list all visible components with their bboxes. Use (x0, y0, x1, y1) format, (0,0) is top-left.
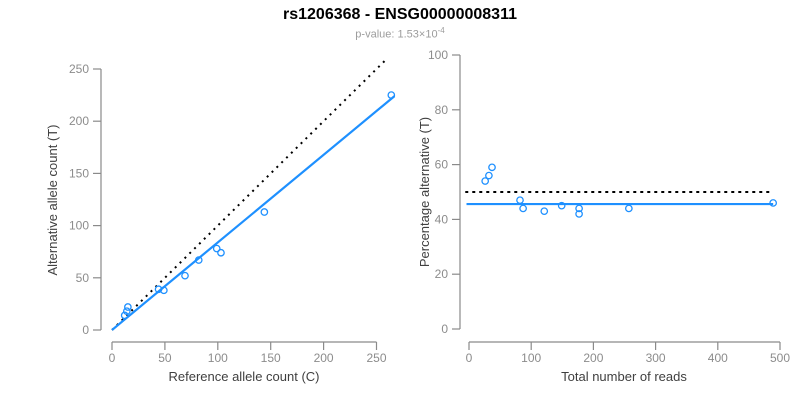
data-point (485, 171, 493, 180)
data-point (194, 256, 203, 264)
data-point (154, 285, 163, 294)
data-point (540, 207, 549, 216)
data-point (557, 201, 566, 210)
x-tick-label: 100 (521, 351, 541, 365)
x-tick-label: 0 (466, 351, 473, 365)
y-axis-title: Alternative allele count (T) (45, 124, 60, 275)
y-tick-label: 150 (69, 166, 89, 180)
data-point (519, 204, 527, 213)
x-tick-label: 100 (208, 351, 228, 365)
fitted-allelic-ratio-line (111, 95, 396, 331)
y-tick-label: 80 (435, 103, 449, 117)
x-tick-label: 200 (314, 351, 334, 365)
y-tick-label: 20 (435, 267, 449, 281)
y-tick-label: 60 (435, 158, 449, 172)
x-tick-label: 200 (583, 351, 603, 365)
data-point (159, 286, 168, 295)
x-tick-label: 400 (708, 351, 728, 365)
data-point (122, 307, 131, 316)
x-axis-title: Total number of reads (561, 369, 687, 384)
y-tick-label: 200 (69, 114, 89, 128)
pvalue-exponent: -4 (437, 26, 445, 35)
data-point (575, 210, 583, 218)
y-tick-label: 250 (69, 62, 89, 76)
y-tick-label: 40 (435, 212, 449, 226)
expected-1-to-1-line (111, 59, 386, 331)
y-tick-label: 0 (82, 323, 89, 337)
data-point (124, 303, 132, 311)
y-tick-label: 50 (76, 271, 90, 285)
data-point (217, 248, 225, 257)
data-point (625, 204, 633, 213)
plot-title: rs1206368 - ENSG00000008311 (283, 6, 517, 23)
data-point (516, 196, 524, 205)
x-tick-label: 0 (109, 351, 116, 365)
y-tick-label: 100 (69, 219, 89, 233)
data-point (488, 163, 496, 172)
plot-subtitle: p-value: 1.53×10-4 (0, 26, 800, 41)
data-point (481, 177, 490, 185)
data-point (260, 208, 269, 216)
x-tick-label: 500 (770, 351, 790, 365)
data-point (769, 199, 778, 207)
x-tick-label: 150 (261, 351, 281, 365)
data-point (575, 204, 583, 213)
x-axis-title: Reference allele count (C) (168, 369, 319, 384)
data-point (212, 244, 221, 253)
data-point (181, 271, 189, 280)
x-tick-label: 50 (158, 351, 172, 365)
figure-header: rs1206368 - ENSG00000008311 p-value: 1.5… (0, 0, 800, 41)
y-axis-title: Percentage alternative (T) (417, 117, 432, 267)
y-tick-label: 0 (441, 322, 448, 336)
y-tick-label: 100 (428, 48, 448, 62)
pvalue-label: p-value: 1.53×10 (355, 28, 438, 41)
x-tick-label: 300 (646, 351, 666, 365)
data-point (120, 311, 129, 320)
x-tick-label: 250 (366, 351, 386, 365)
data-point (387, 91, 396, 99)
